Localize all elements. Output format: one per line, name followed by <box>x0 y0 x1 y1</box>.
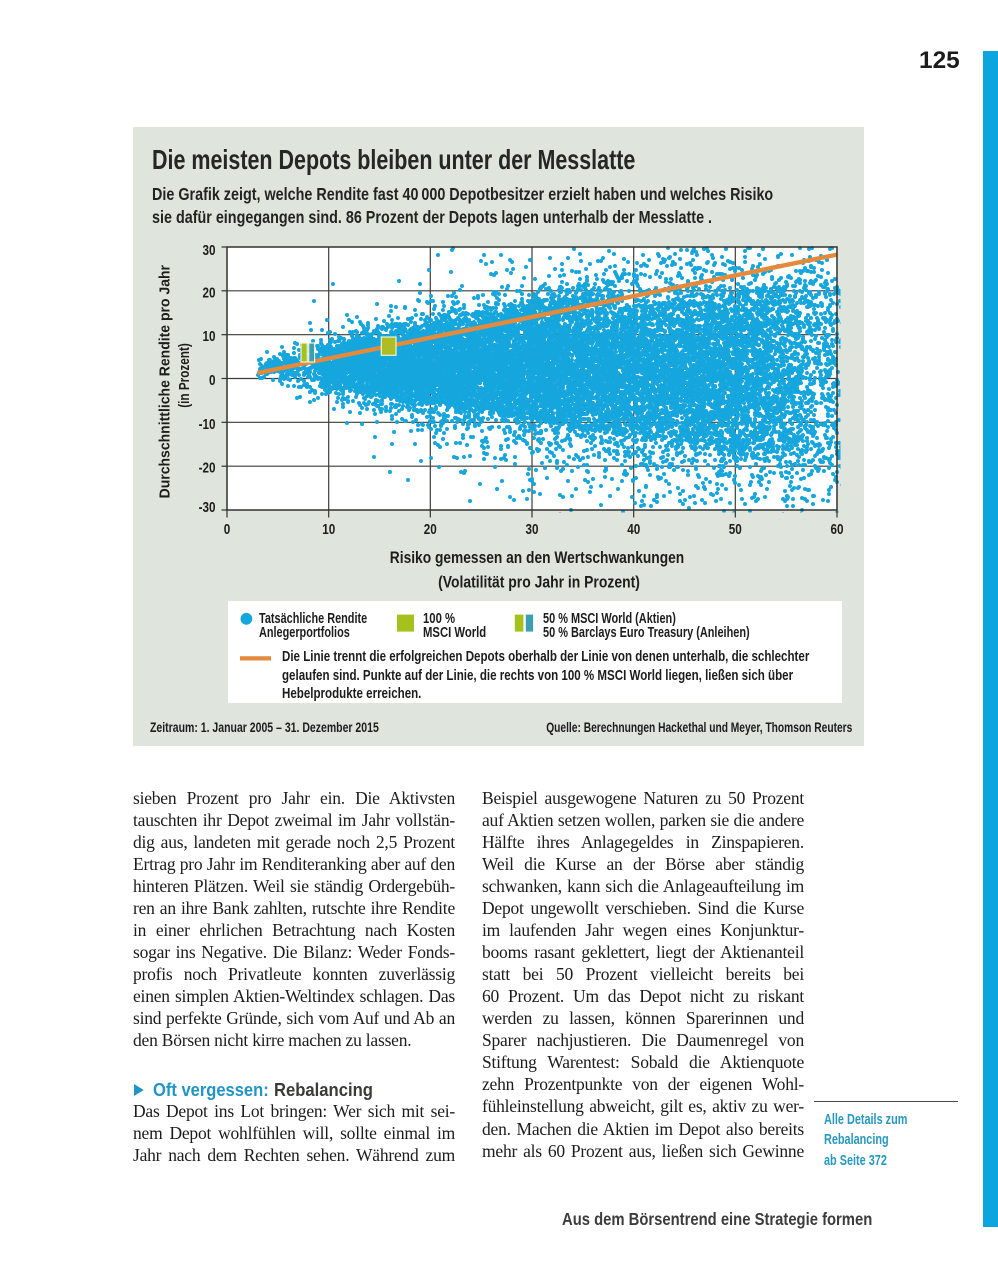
svg-text:0: 0 <box>209 372 216 389</box>
svg-text:-30: -30 <box>199 499 216 516</box>
svg-text:40: 40 <box>627 521 640 538</box>
svg-text:-10: -10 <box>199 415 216 432</box>
svg-text:10: 10 <box>202 328 215 345</box>
svg-text:50: 50 <box>729 521 742 538</box>
svg-text:20: 20 <box>424 521 437 538</box>
svg-text:20: 20 <box>202 284 215 301</box>
svg-text:60: 60 <box>830 521 843 538</box>
svg-text:(Volatilität pro Jahr in Proze: (Volatilität pro Jahr in Prozent) <box>438 573 640 591</box>
svg-text:-20: -20 <box>199 459 216 476</box>
svg-text:10: 10 <box>322 521 335 538</box>
svg-text:Durchschnittliche Rendite pro: Durchschnittliche Rendite pro Jahr <box>157 265 173 499</box>
svg-text:Risiko gemessen an den Wertsch: Risiko gemessen an den Wertschwankungen <box>390 549 684 567</box>
svg-text:30: 30 <box>525 521 538 538</box>
svg-text:30: 30 <box>202 242 215 259</box>
svg-text:0: 0 <box>224 521 231 538</box>
svg-text:(in Prozent): (in Prozent) <box>176 343 192 408</box>
